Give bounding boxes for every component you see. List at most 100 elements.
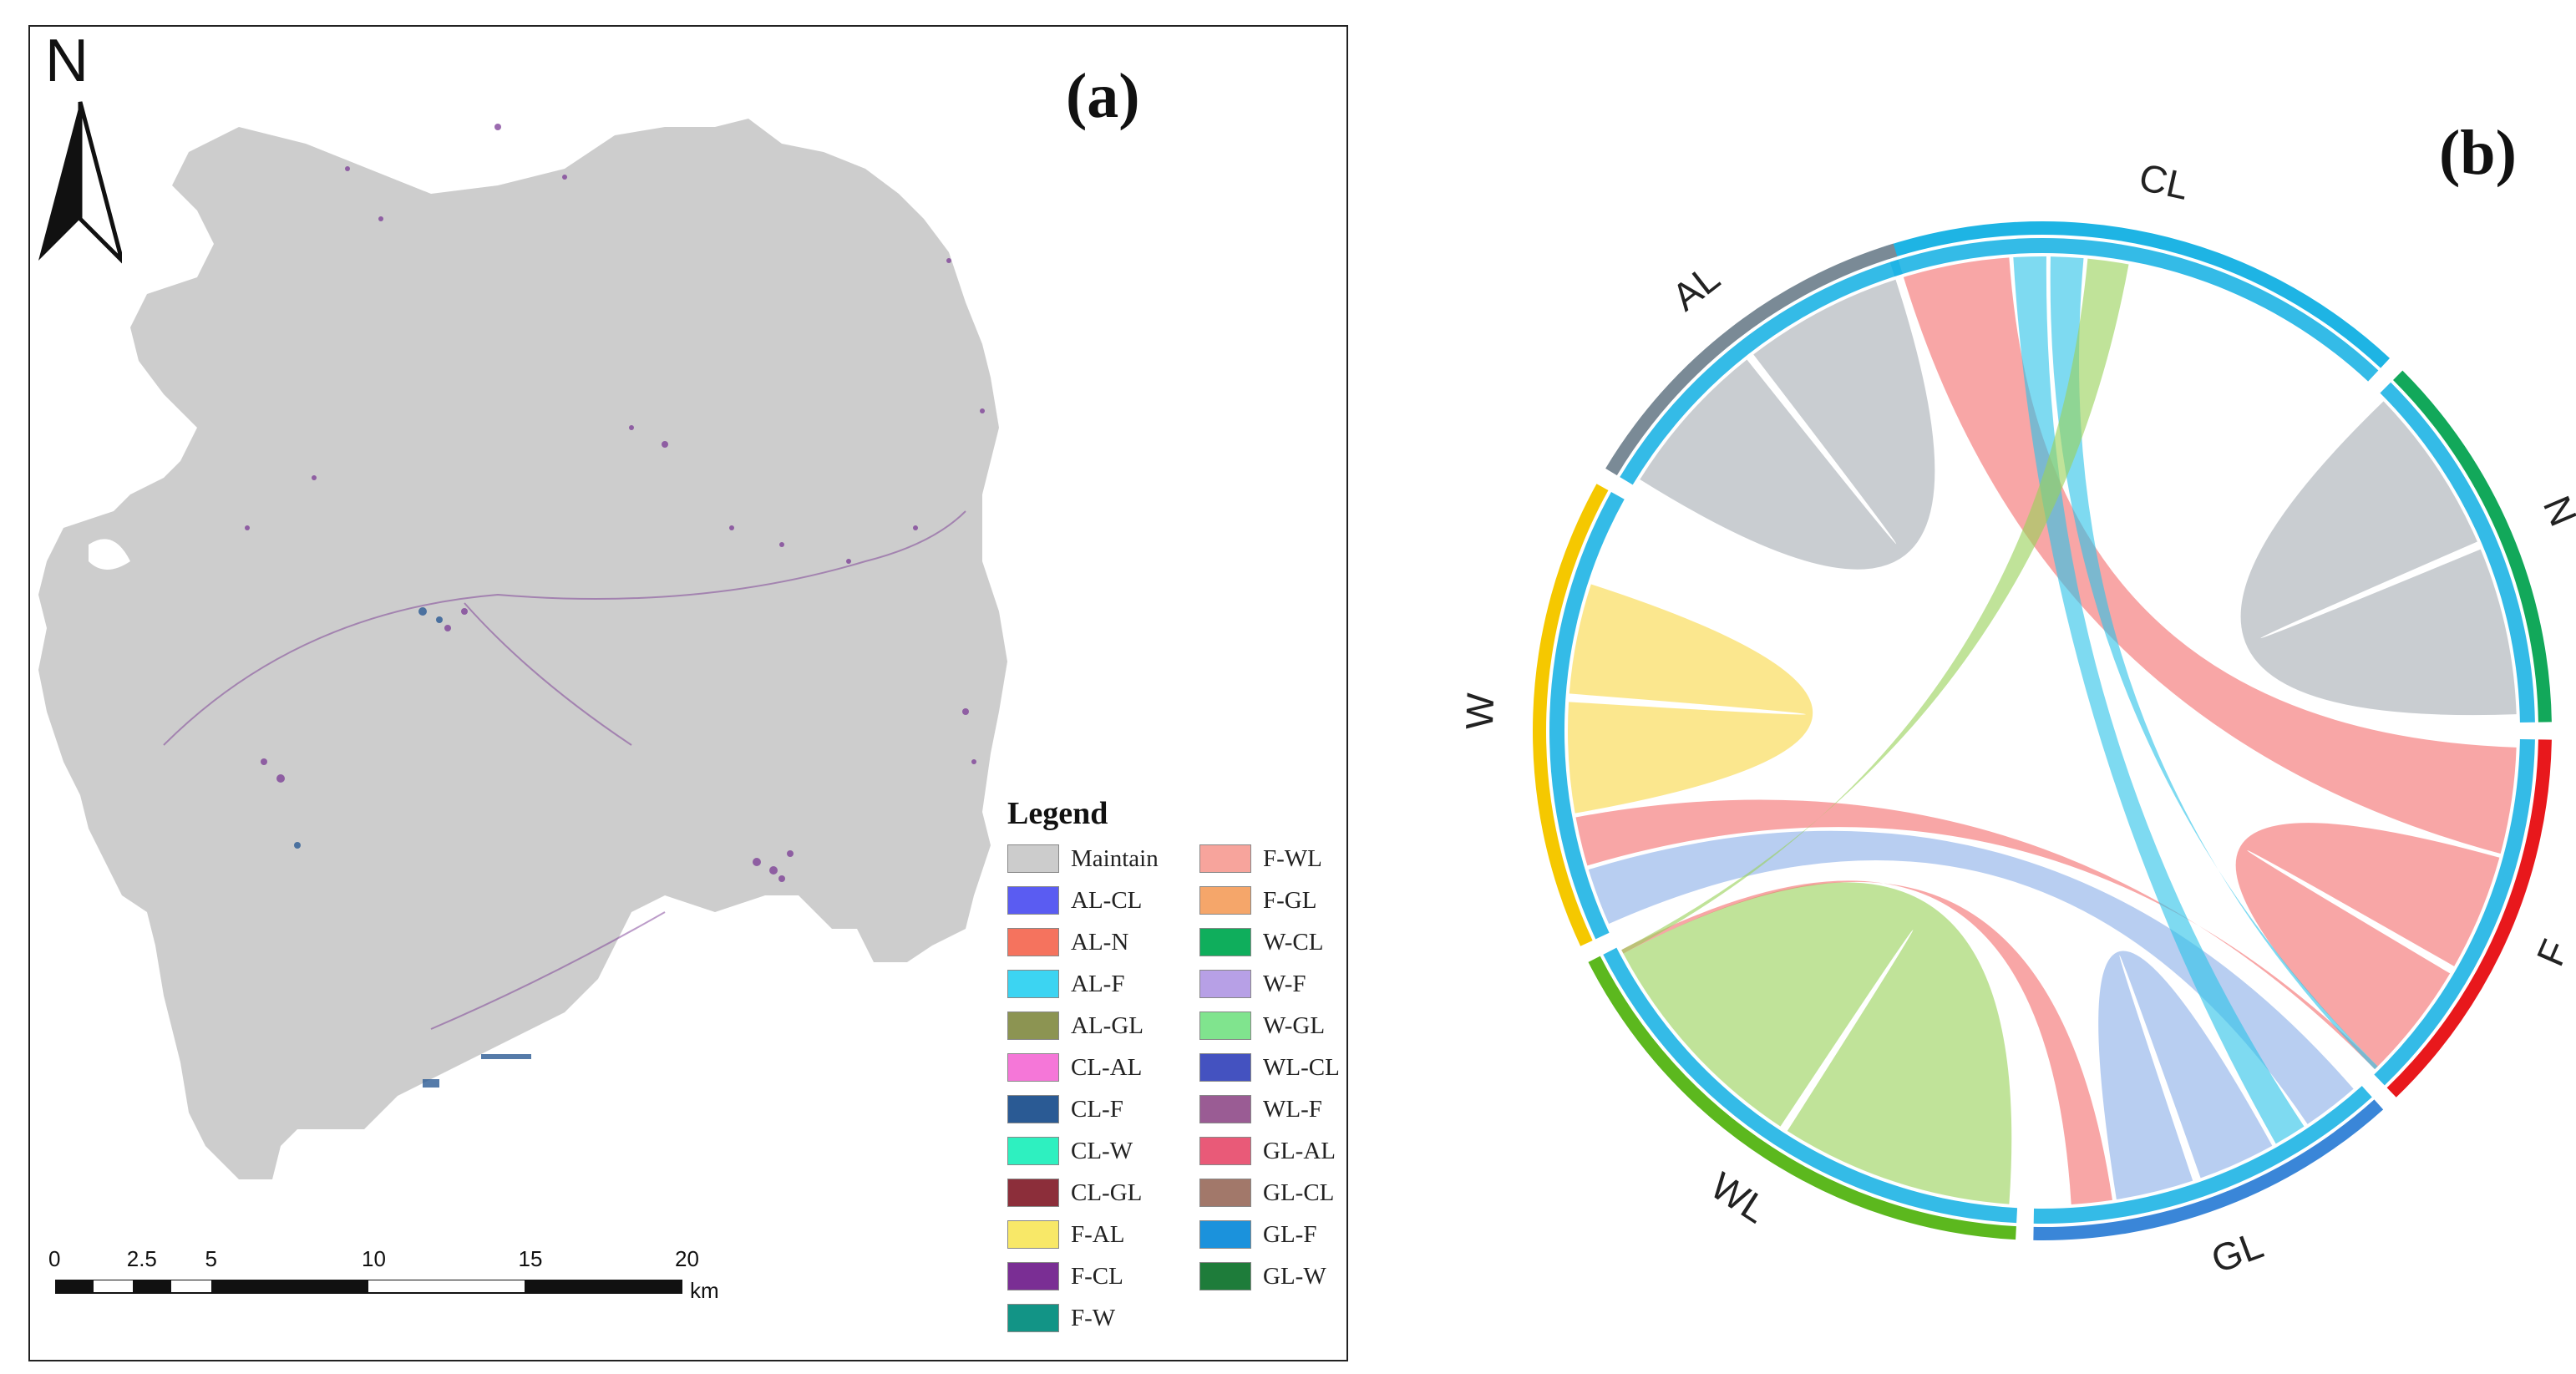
chord-ribbon bbox=[1640, 279, 1935, 570]
legend-swatch bbox=[1199, 1053, 1251, 1082]
scale-unit: km bbox=[690, 1278, 719, 1303]
legend-label: W-CL bbox=[1263, 928, 1324, 956]
legend-label: F-GL bbox=[1263, 886, 1317, 914]
legend-label: AL-F bbox=[1071, 970, 1125, 997]
legend-swatch bbox=[1199, 1179, 1251, 1207]
legend-item: GL-W bbox=[1199, 1260, 1326, 1293]
legend-swatch bbox=[1007, 1179, 1059, 1207]
legend-label: W-GL bbox=[1263, 1011, 1326, 1039]
legend-swatch bbox=[1199, 1137, 1251, 1165]
chord-group-label: AL bbox=[1664, 256, 1727, 319]
legend-label: WL-F bbox=[1263, 1095, 1322, 1123]
legend-item: F-CL bbox=[1007, 1260, 1123, 1293]
chord-group-arc bbox=[1533, 484, 1609, 946]
legend-label: CL-GL bbox=[1071, 1179, 1143, 1206]
scale-tick-label: 10 bbox=[362, 1246, 386, 1271]
legend-item: WL-CL bbox=[1199, 1051, 1340, 1084]
legend-title: Legend bbox=[1007, 796, 1108, 831]
legend-label: WL-CL bbox=[1263, 1053, 1340, 1081]
legend-swatch bbox=[1199, 1011, 1251, 1040]
scale-tick-label: 15 bbox=[518, 1246, 543, 1271]
chord-ribbon bbox=[1568, 584, 1813, 814]
chord-ribbon bbox=[2235, 823, 2500, 1067]
legend-item: W-CL bbox=[1199, 925, 1324, 959]
legend-label: CL-W bbox=[1071, 1137, 1133, 1164]
legend-item: GL-CL bbox=[1199, 1176, 1334, 1209]
legend-swatch bbox=[1199, 1095, 1251, 1123]
north-arrow-letter: N bbox=[45, 28, 89, 94]
legend-item: AL-F bbox=[1007, 967, 1124, 1001]
legend-label: F-W bbox=[1071, 1304, 1116, 1331]
legend-label: AL-GL bbox=[1071, 1011, 1143, 1039]
legend-item: F-WL bbox=[1199, 842, 1322, 875]
chord-group-label: F bbox=[2528, 933, 2576, 972]
legend-swatch bbox=[1199, 1262, 1251, 1290]
legend-label: GL-W bbox=[1263, 1262, 1326, 1290]
legend-swatch bbox=[1007, 1137, 1059, 1165]
chord-inner-band bbox=[1620, 259, 1903, 485]
chord-inner-band bbox=[2033, 1086, 2372, 1224]
river-blue bbox=[294, 607, 531, 1088]
legend-item: AL-N bbox=[1007, 925, 1128, 959]
legend-item: Maintain bbox=[1007, 842, 1159, 875]
legend-swatch bbox=[1007, 928, 1059, 956]
chord-diagram: CL N F GL WL W AL bbox=[1458, 155, 2576, 1281]
chord-ribbon bbox=[1623, 882, 2012, 1204]
legend-swatch bbox=[1199, 970, 1251, 998]
scale-tick-label: 20 bbox=[675, 1246, 699, 1271]
legend-swatch bbox=[1007, 1304, 1059, 1332]
legend-label: Maintain bbox=[1071, 844, 1159, 872]
legend-swatch bbox=[1199, 844, 1251, 873]
chord-group-label: CL bbox=[2136, 155, 2193, 207]
chord-ribbon bbox=[1575, 799, 2378, 1070]
chord-inner-band bbox=[1549, 491, 1625, 940]
legend-swatch bbox=[1007, 1220, 1059, 1249]
scale-bar bbox=[55, 1280, 682, 1294]
legend-swatch bbox=[1007, 886, 1059, 915]
legend-item: AL-CL bbox=[1007, 884, 1142, 917]
legend-item: CL-F bbox=[1007, 1093, 1123, 1126]
legend-item: CL-AL bbox=[1007, 1051, 1142, 1084]
study-area-polygon bbox=[38, 119, 1007, 1179]
land-change-patches bbox=[245, 124, 985, 882]
legend-swatch bbox=[1007, 1011, 1059, 1040]
legend-label: GL-AL bbox=[1263, 1137, 1336, 1164]
legend-label: W-F bbox=[1263, 970, 1306, 997]
chord-ribbon bbox=[1903, 257, 2517, 854]
legend-label: AL-N bbox=[1071, 928, 1129, 956]
chord-ribbon bbox=[2240, 401, 2517, 716]
chord-group-label: WL bbox=[1703, 1164, 1775, 1231]
legend-swatch bbox=[1007, 844, 1059, 873]
chord-inner-band bbox=[2374, 738, 2535, 1086]
legend-item: CL-W bbox=[1007, 1134, 1133, 1168]
legend-label: F-WL bbox=[1263, 844, 1322, 872]
legend-swatch bbox=[1007, 1095, 1059, 1123]
chord-ribbon bbox=[2013, 256, 2305, 1144]
chord-group-label: N bbox=[2535, 489, 2576, 532]
chord-group-arc bbox=[1884, 221, 2391, 368]
scale-tick-label: 5 bbox=[205, 1246, 217, 1271]
legend-swatch bbox=[1007, 1053, 1059, 1082]
legend-item: GL-F bbox=[1199, 1218, 1316, 1251]
legend-label: CL-F bbox=[1071, 1095, 1123, 1123]
legend-item: F-GL bbox=[1199, 884, 1316, 917]
panel-a-label: (a) bbox=[1066, 61, 1140, 131]
legend-swatch bbox=[1199, 1220, 1251, 1249]
legend-label: CL-AL bbox=[1071, 1053, 1143, 1081]
legend-item: F-AL bbox=[1007, 1218, 1124, 1251]
chord-group-label: GL bbox=[2205, 1223, 2269, 1281]
panel-b-label: (b) bbox=[2439, 118, 2517, 188]
chord-panel: (b) CL N F GL WL W AL bbox=[1378, 0, 2576, 1370]
chord-group-label: W bbox=[1458, 692, 1503, 730]
legend-label: F-AL bbox=[1071, 1220, 1125, 1248]
legend-item: GL-AL bbox=[1199, 1134, 1336, 1168]
north-arrow-icon bbox=[38, 101, 122, 264]
scale-tick-label: 0 bbox=[48, 1246, 61, 1271]
map-panel: (a) N bbox=[28, 25, 1348, 1361]
legend-label: F-CL bbox=[1071, 1262, 1123, 1290]
chord-ribbon bbox=[2050, 256, 2378, 1070]
legend-label: GL-CL bbox=[1263, 1179, 1335, 1206]
legend-label: GL-F bbox=[1263, 1220, 1317, 1248]
legend-item: W-GL bbox=[1199, 1009, 1325, 1042]
legend-label: AL-CL bbox=[1071, 886, 1143, 914]
